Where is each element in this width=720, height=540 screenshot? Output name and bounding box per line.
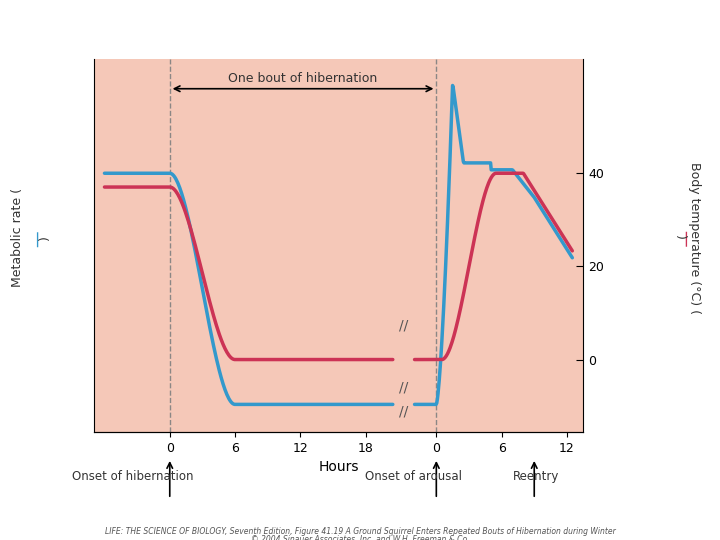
Text: //: //	[399, 318, 408, 332]
Text: —: —	[677, 231, 694, 247]
Text: Onset of arousal: Onset of arousal	[366, 470, 462, 483]
Text: ): )	[673, 235, 686, 240]
Text: //: //	[399, 404, 408, 418]
Text: —: —	[29, 231, 46, 247]
Text: ): )	[38, 235, 51, 240]
Text: Body temperature (°C) (: Body temperature (°C) (	[688, 161, 701, 314]
Text: Figure 41.19  A Ground Squirrel Enters Repeated Bouts of Hibernation during Wint: Figure 41.19 A Ground Squirrel Enters Re…	[7, 11, 536, 24]
Text: Onset of hibernation: Onset of hibernation	[73, 470, 194, 483]
X-axis label: Hours: Hours	[318, 460, 359, 474]
Text: Metabolic rate (: Metabolic rate (	[12, 188, 24, 287]
Text: LIFE: THE SCIENCE OF BIOLOGY, Seventh Edition, Figure 41.19 A Ground Squirrel En: LIFE: THE SCIENCE OF BIOLOGY, Seventh Ed…	[104, 526, 616, 536]
Text: Reentry: Reentry	[513, 470, 559, 483]
Text: //: //	[399, 380, 408, 394]
Text: © 2004 Sinauer Associates, Inc. and W.H. Freeman & Co.: © 2004 Sinauer Associates, Inc. and W.H.…	[251, 535, 469, 540]
Text: One bout of hibernation: One bout of hibernation	[228, 72, 378, 85]
